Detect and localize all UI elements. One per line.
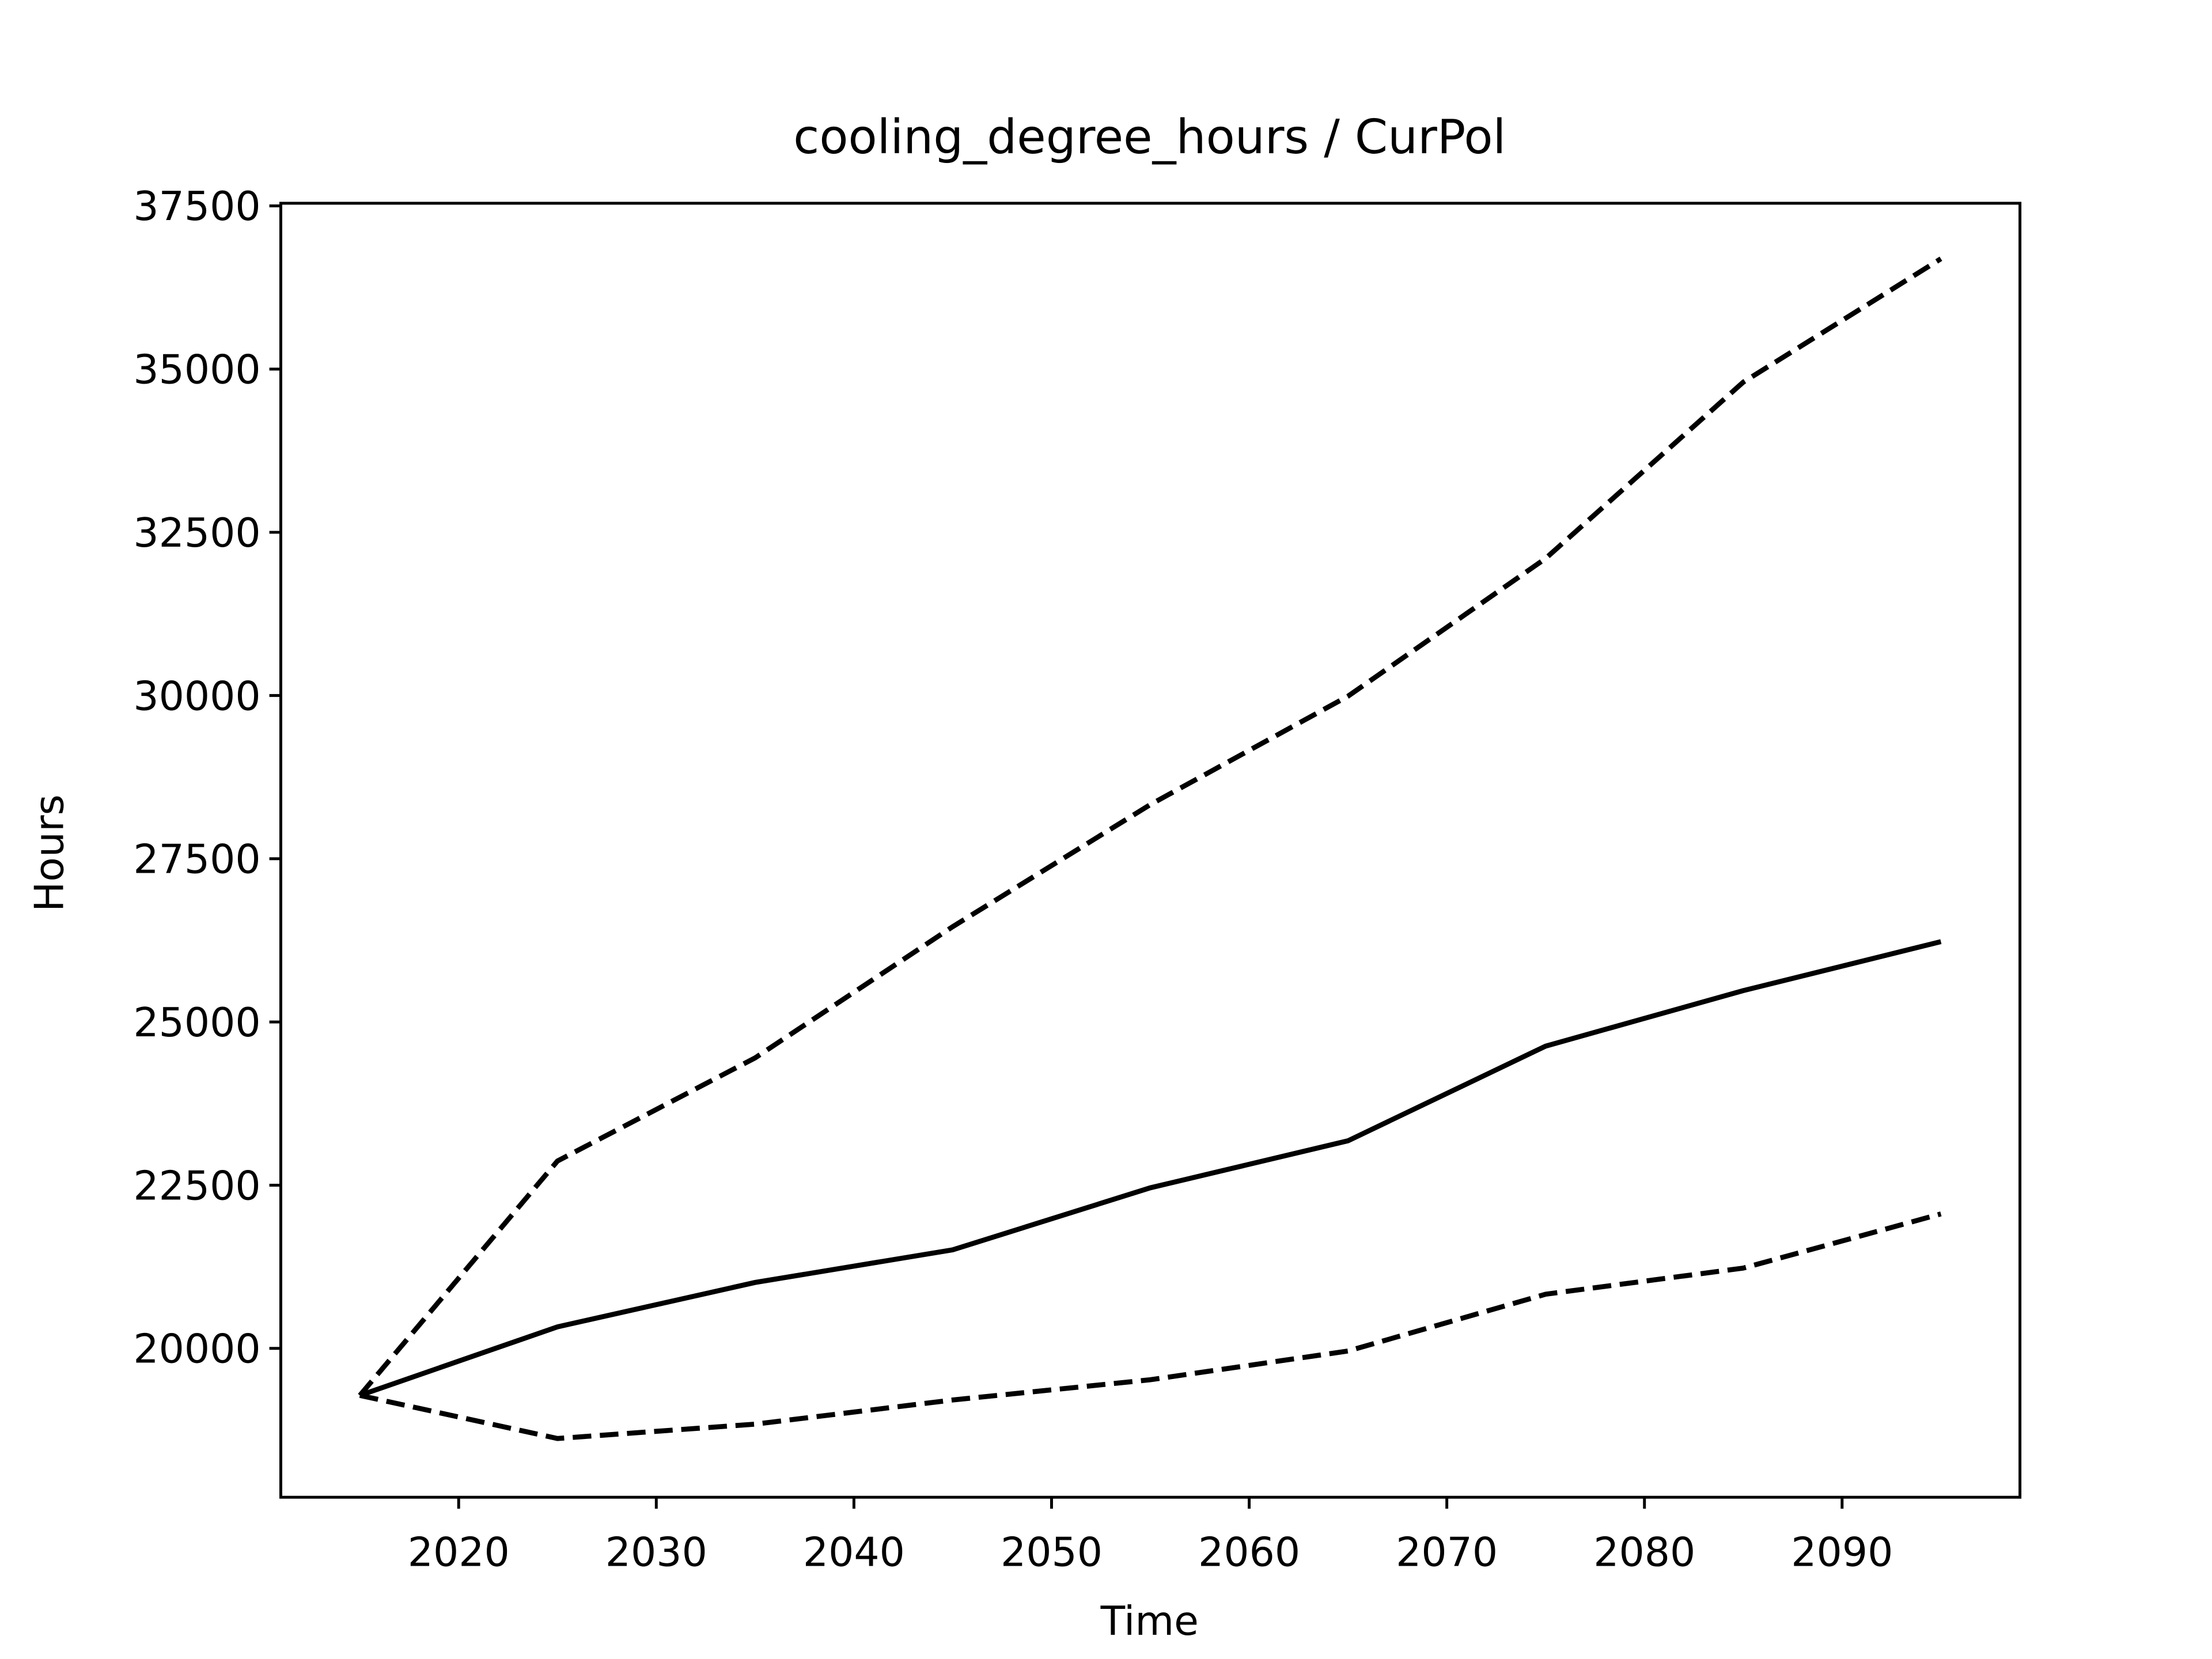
y-axis-label: Hours [26, 794, 73, 912]
x-tick-label: 2060 [1198, 1529, 1300, 1575]
y-tick-label: 20000 [133, 1326, 260, 1373]
x-tick-label: 2050 [1001, 1529, 1103, 1575]
x-tick-label: 2020 [408, 1529, 510, 1575]
x-tick-label: 2080 [1593, 1529, 1695, 1575]
x-tick-label: 2090 [1791, 1529, 1893, 1575]
y-tick-label: 35000 [133, 347, 260, 393]
y-tick-label: 25000 [133, 999, 260, 1046]
x-tick-label: 2040 [803, 1529, 905, 1575]
line-series [359, 939, 1942, 1398]
chart-title: cooling_degree_hours / CurPol [793, 110, 1506, 165]
plot-frame [279, 202, 2022, 1499]
y-tick-label: 32500 [133, 510, 260, 556]
line-series [358, 256, 1942, 1397]
y-tick-label: 37500 [133, 183, 260, 230]
x-tick-label: 2030 [605, 1529, 707, 1575]
y-tick-label: 27500 [133, 836, 260, 883]
x-axis-label: Time [1100, 1598, 1199, 1645]
x-tick-label: 2070 [1396, 1529, 1498, 1575]
line-series [359, 1211, 1942, 1441]
y-tick-label: 22500 [133, 1162, 260, 1209]
y-tick-label: 30000 [133, 673, 260, 719]
